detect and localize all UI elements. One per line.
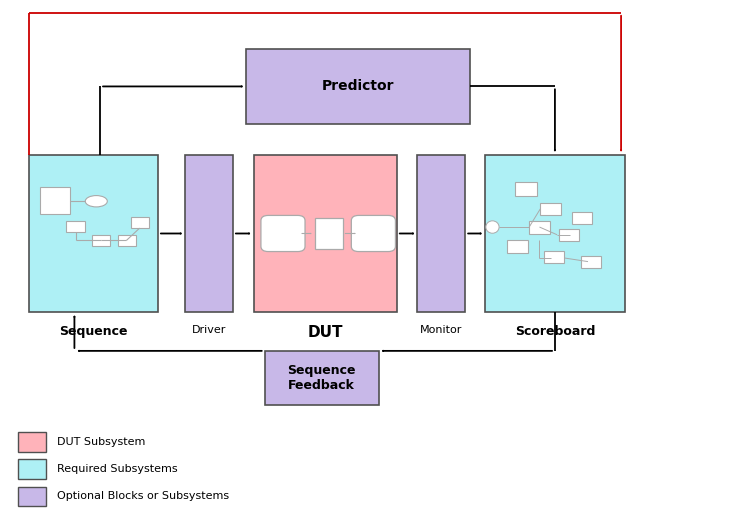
FancyBboxPatch shape bbox=[529, 221, 550, 234]
FancyBboxPatch shape bbox=[540, 203, 561, 215]
FancyBboxPatch shape bbox=[246, 49, 470, 124]
FancyBboxPatch shape bbox=[507, 240, 528, 253]
Text: DUT: DUT bbox=[307, 325, 343, 340]
FancyBboxPatch shape bbox=[581, 256, 601, 268]
Text: Optional Blocks or Subsystems: Optional Blocks or Subsystems bbox=[57, 491, 229, 502]
FancyBboxPatch shape bbox=[485, 155, 625, 312]
FancyBboxPatch shape bbox=[315, 218, 343, 249]
FancyBboxPatch shape bbox=[544, 251, 564, 263]
FancyBboxPatch shape bbox=[18, 432, 46, 452]
Text: Sequence: Sequence bbox=[60, 325, 128, 338]
Text: Required Subsystems: Required Subsystems bbox=[57, 464, 177, 474]
FancyBboxPatch shape bbox=[131, 217, 149, 228]
Text: Monitor: Monitor bbox=[420, 325, 462, 335]
Ellipse shape bbox=[486, 221, 499, 233]
Text: Predictor: Predictor bbox=[322, 79, 395, 93]
FancyBboxPatch shape bbox=[572, 212, 592, 224]
FancyBboxPatch shape bbox=[417, 155, 465, 312]
FancyBboxPatch shape bbox=[261, 216, 305, 252]
Text: Sequence
Feedback: Sequence Feedback bbox=[287, 364, 356, 392]
Text: Scoreboard: Scoreboard bbox=[514, 325, 595, 338]
FancyBboxPatch shape bbox=[559, 229, 579, 241]
FancyBboxPatch shape bbox=[40, 187, 70, 214]
FancyBboxPatch shape bbox=[351, 216, 395, 252]
FancyBboxPatch shape bbox=[66, 221, 85, 232]
Text: DUT Subsystem: DUT Subsystem bbox=[57, 437, 145, 447]
FancyBboxPatch shape bbox=[18, 459, 46, 479]
FancyBboxPatch shape bbox=[254, 155, 397, 312]
FancyBboxPatch shape bbox=[118, 235, 136, 246]
FancyBboxPatch shape bbox=[29, 155, 158, 312]
FancyBboxPatch shape bbox=[18, 487, 46, 506]
FancyBboxPatch shape bbox=[265, 351, 379, 405]
Ellipse shape bbox=[85, 196, 107, 207]
FancyBboxPatch shape bbox=[185, 155, 233, 312]
FancyBboxPatch shape bbox=[92, 235, 110, 246]
Text: Driver: Driver bbox=[192, 325, 226, 335]
FancyBboxPatch shape bbox=[514, 182, 537, 196]
